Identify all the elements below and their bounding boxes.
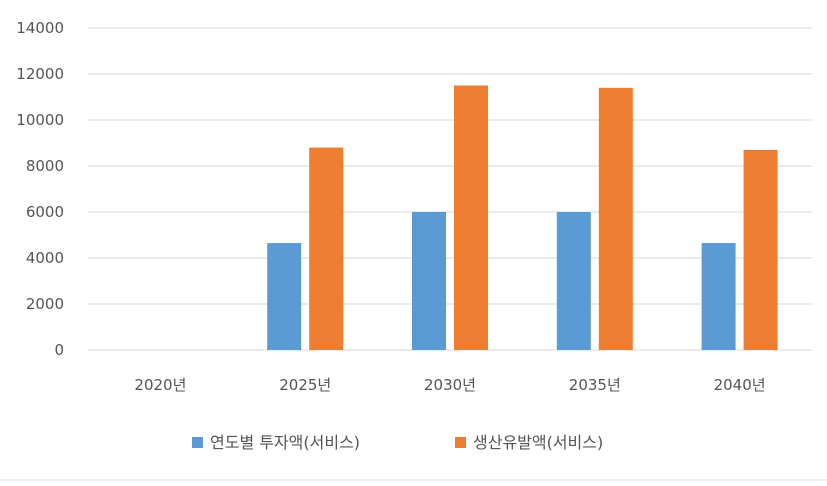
y-tick-label: 4000 bbox=[26, 249, 64, 267]
legend: 연도별 투자액(서비스) 생산유발액(서비스) bbox=[192, 433, 603, 452]
x-tick-label: 2035년 bbox=[569, 376, 621, 394]
y-tick-label: 12000 bbox=[16, 65, 64, 83]
bar-production bbox=[743, 149, 778, 350]
legend-swatch-production bbox=[455, 437, 466, 448]
bar-production bbox=[598, 87, 633, 351]
x-tick-label: 2030년 bbox=[424, 376, 476, 394]
gridlines bbox=[88, 27, 812, 351]
y-axis-tick-labels: 0 2000 4000 6000 8000 10000 12000 14000 bbox=[16, 19, 64, 359]
y-tick-label: 8000 bbox=[26, 157, 64, 175]
bar-production bbox=[454, 85, 488, 350]
y-tick-label: 0 bbox=[54, 341, 64, 359]
bars bbox=[267, 85, 778, 351]
bar-investment bbox=[701, 243, 736, 350]
bar-production bbox=[309, 147, 344, 350]
y-tick-label: 2000 bbox=[26, 295, 64, 313]
y-tick-label: 6000 bbox=[26, 203, 64, 221]
bar-investment bbox=[556, 212, 591, 350]
legend-label-investment: 연도별 투자액(서비스) bbox=[210, 433, 360, 452]
x-tick-label: 2025년 bbox=[279, 376, 331, 394]
x-tick-label: 2040년 bbox=[714, 376, 766, 394]
y-tick-label: 10000 bbox=[16, 111, 64, 129]
legend-swatch-investment bbox=[192, 437, 203, 448]
legend-label-production: 생산유발액(서비스) bbox=[473, 433, 603, 452]
x-tick-label: 2020년 bbox=[134, 376, 186, 394]
bar-investment bbox=[412, 212, 446, 350]
x-axis-tick-labels: 2020년 2025년 2030년 2035년 2040년 bbox=[134, 376, 765, 394]
y-tick-label: 14000 bbox=[16, 19, 64, 37]
bar-investment bbox=[267, 243, 302, 350]
